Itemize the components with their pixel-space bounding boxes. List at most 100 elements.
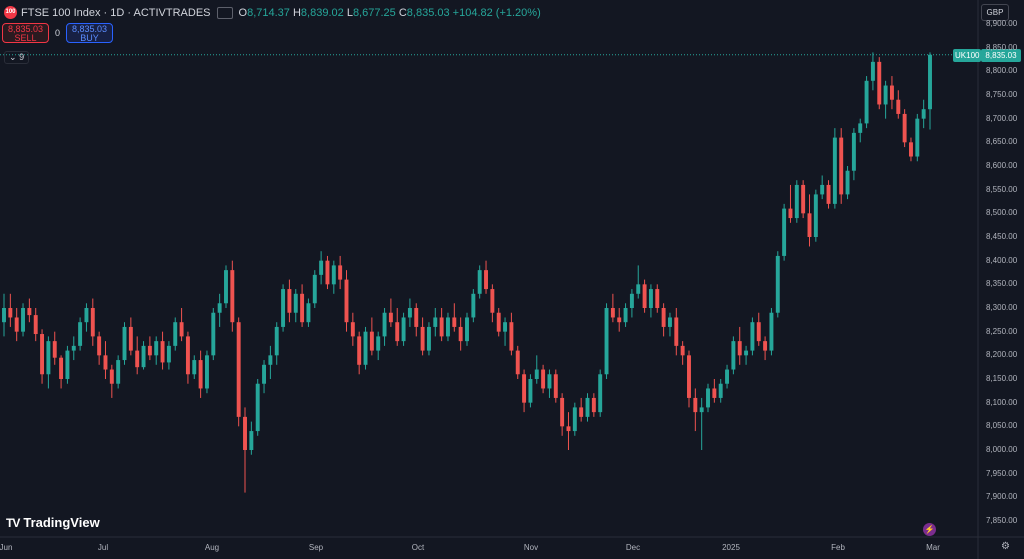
candle-body bbox=[154, 341, 159, 356]
candle-body bbox=[737, 341, 742, 356]
candle-body bbox=[731, 341, 736, 370]
candle-body bbox=[591, 397, 596, 413]
candle-body bbox=[788, 208, 793, 219]
time-tick: Mar bbox=[926, 543, 940, 552]
candle-body bbox=[414, 308, 419, 327]
price-tick: 8,450.00 bbox=[986, 232, 1018, 241]
price-tick: 8,700.00 bbox=[986, 113, 1018, 123]
time-tick: Jul bbox=[97, 543, 109, 552]
candle-body bbox=[756, 322, 761, 342]
low-value: 8,677.25 bbox=[352, 6, 396, 19]
tradingview-logo[interactable]: TV TradingView bbox=[6, 515, 100, 530]
candle-body bbox=[325, 260, 330, 285]
candle-body bbox=[706, 388, 710, 408]
candle-body bbox=[230, 270, 235, 323]
candle-body bbox=[522, 374, 527, 403]
candle-body bbox=[338, 265, 343, 280]
candle-body bbox=[725, 369, 730, 384]
candle-body bbox=[699, 407, 704, 413]
candle-body bbox=[598, 374, 603, 413]
candle-body bbox=[541, 369, 546, 389]
candle-body bbox=[858, 123, 863, 133]
buy-button[interactable]: 8,835.03 BUY bbox=[66, 23, 114, 43]
candle-body bbox=[452, 317, 457, 327]
price-tick: 8,600.00 bbox=[986, 161, 1018, 170]
candle-body bbox=[369, 331, 374, 351]
candle-body bbox=[617, 317, 622, 323]
candle-body bbox=[528, 379, 533, 403]
change-value: +104.82 (+1.20%) bbox=[452, 6, 541, 19]
close-value: 8,835.03 bbox=[406, 6, 450, 19]
price-tick: 8,250.00 bbox=[986, 326, 1018, 336]
candle-body bbox=[40, 334, 45, 375]
candle-body bbox=[883, 85, 888, 105]
candle-body bbox=[680, 345, 685, 356]
candle-body bbox=[832, 137, 837, 204]
candle-body bbox=[179, 322, 184, 337]
price-tick: 8,000.00 bbox=[986, 445, 1018, 454]
candle-body bbox=[801, 184, 806, 214]
candle-body bbox=[750, 322, 755, 351]
candle-body bbox=[65, 350, 70, 379]
candle-body bbox=[97, 336, 102, 356]
sell-button[interactable]: 8,835.03 SELL bbox=[2, 23, 49, 43]
candle-body bbox=[243, 416, 247, 450]
candle-body bbox=[306, 303, 311, 323]
candle-body bbox=[718, 383, 723, 398]
price-tick: 7,850.00 bbox=[986, 516, 1018, 525]
currency-selector[interactable]: GBP bbox=[981, 4, 1009, 21]
candle-body bbox=[655, 289, 660, 308]
price-tick: 8,750.00 bbox=[986, 90, 1018, 99]
gear-icon[interactable]: ⚙ bbox=[1001, 541, 1010, 552]
time-tick: Nov bbox=[523, 543, 539, 552]
candle-body bbox=[268, 355, 273, 365]
candle-body bbox=[484, 270, 488, 290]
candle-body bbox=[477, 270, 482, 294]
flash-icon[interactable]: ⚡ bbox=[923, 523, 936, 536]
last-price-label: 8,835.03 bbox=[981, 48, 1021, 62]
candle-body bbox=[249, 431, 254, 450]
candle-body bbox=[319, 260, 324, 275]
candle-body bbox=[572, 407, 577, 432]
time-tick: Sep bbox=[308, 543, 324, 552]
time-tick: 2025 bbox=[722, 543, 740, 552]
candle-body bbox=[610, 308, 615, 318]
open-value: 8,714.37 bbox=[247, 6, 290, 19]
time-tick: Jun bbox=[0, 543, 13, 552]
candle-body bbox=[813, 194, 818, 237]
candle-body bbox=[382, 312, 387, 337]
candle-body bbox=[439, 317, 444, 337]
candle-body bbox=[293, 293, 298, 313]
candle-body bbox=[46, 341, 51, 375]
candle-body bbox=[395, 322, 400, 342]
candle-body bbox=[909, 142, 913, 157]
indicators-toggle[interactable]: ⌄ 9 bbox=[4, 51, 30, 64]
buy-label: BUY bbox=[80, 33, 99, 43]
brand-name: TradingView bbox=[23, 515, 100, 530]
candle-body bbox=[915, 118, 920, 157]
candle-body bbox=[560, 397, 565, 427]
price-tick: 8,650.00 bbox=[986, 137, 1018, 147]
price-tick: 8,500.00 bbox=[986, 208, 1018, 218]
visibility-toggle-icon[interactable] bbox=[216, 6, 233, 19]
chevron-down-icon: ⌄ bbox=[9, 52, 17, 62]
time-tick: Oct bbox=[411, 543, 425, 552]
candle-body bbox=[281, 289, 286, 327]
candle-body bbox=[160, 341, 165, 363]
candle-body bbox=[648, 289, 653, 308]
candle-body bbox=[667, 317, 672, 327]
candle-body bbox=[287, 289, 292, 313]
candle-body bbox=[103, 355, 108, 370]
candle-body bbox=[674, 317, 679, 346]
symbol-title[interactable]: FTSE 100 Index · 1D · ACTIVTRADES bbox=[21, 6, 211, 19]
candle-body bbox=[585, 397, 590, 417]
candle-body bbox=[446, 317, 450, 337]
candle-body bbox=[166, 345, 171, 363]
candle-body bbox=[661, 308, 666, 327]
candle-body bbox=[566, 426, 571, 432]
candle-body bbox=[928, 54, 932, 110]
candle-body bbox=[851, 132, 856, 171]
candle-body bbox=[21, 308, 25, 332]
price-tick: 8,800.00 bbox=[986, 66, 1018, 76]
